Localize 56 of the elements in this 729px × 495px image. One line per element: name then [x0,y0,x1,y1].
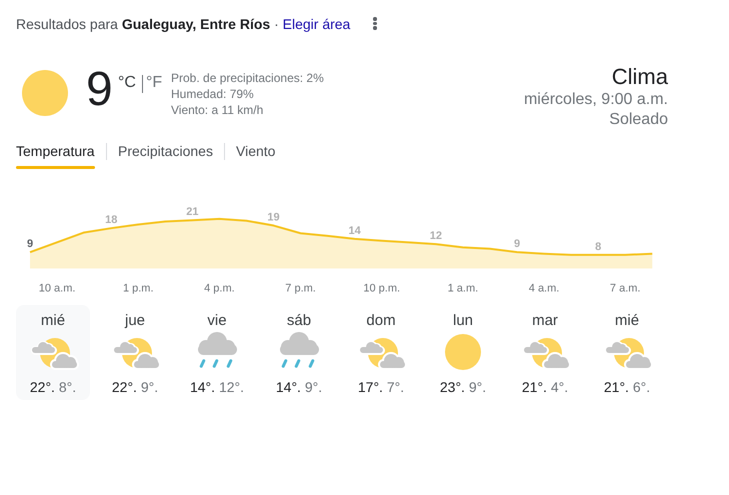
text: Temperatura [16,142,95,159]
text: sáb [286,312,312,330]
text: mar [531,312,559,330]
data-label: 8 [595,240,602,253]
chart-subtitle: miércoles, 9:00 a.m. [524,90,668,108]
text: 9 [86,63,113,116]
text: mié [40,312,66,330]
text: 22°. [30,378,55,395]
text: Viento: a 11 km/h [171,102,264,117]
text: Soleado [609,110,668,128]
text: 7°. [386,378,404,395]
data-label: 14 [348,224,362,237]
text: dom [365,312,397,330]
data-label: 9 [26,238,34,250]
text: 9°. [140,378,158,395]
text: 6°. [632,378,650,395]
data-label: 12 [430,230,442,242]
text: Precipitaciones [118,142,213,159]
text: 21°. [604,378,629,395]
text: 21°. [522,378,547,395]
text: °C [118,74,136,91]
text: lun [452,312,474,330]
text: 14°. [190,378,216,395]
x-tick-label: 1 p.m. [122,282,154,294]
x-tick-label: 4 p.m. [204,282,235,294]
text: 8°. [58,378,76,395]
data-label: 9 [514,238,520,250]
text: 9°. [304,378,322,395]
text: 12°. [218,378,244,395]
data-label: 21 [186,206,198,218]
text: Viento [236,142,276,159]
text: 22°. [112,378,137,395]
x-tick-label: 7 a.m. [610,282,641,294]
text: Prob. de precipitaciones: 2% [171,70,324,85]
text: mié [614,312,640,330]
x-tick-label: 7 p.m. [285,282,316,294]
text: 9°. [468,378,486,395]
text: Resultados para [16,16,118,32]
text: Elegir área [282,16,350,32]
text: 14°. [276,378,301,395]
text: · [274,16,279,32]
text: 17°. [358,378,383,395]
chart-title: Clima [612,64,668,89]
data-label: 18 [105,214,118,226]
x-tick-label: 10 p.m. [363,282,400,294]
x-tick-label: 10 a.m. [38,282,76,294]
text: Humedad: 79% [171,86,254,101]
text: °F [146,74,162,91]
text: 4°. [550,378,568,395]
x-tick-label: 1 a.m. [448,282,478,294]
data-label: 19 [267,212,280,224]
text: Gualeguay, Entre Ríos [122,16,270,32]
text: 23°. [440,378,465,395]
text: vie [206,312,228,330]
x-tick-label: 4 a.m. [528,282,560,294]
text: jue [124,312,146,330]
